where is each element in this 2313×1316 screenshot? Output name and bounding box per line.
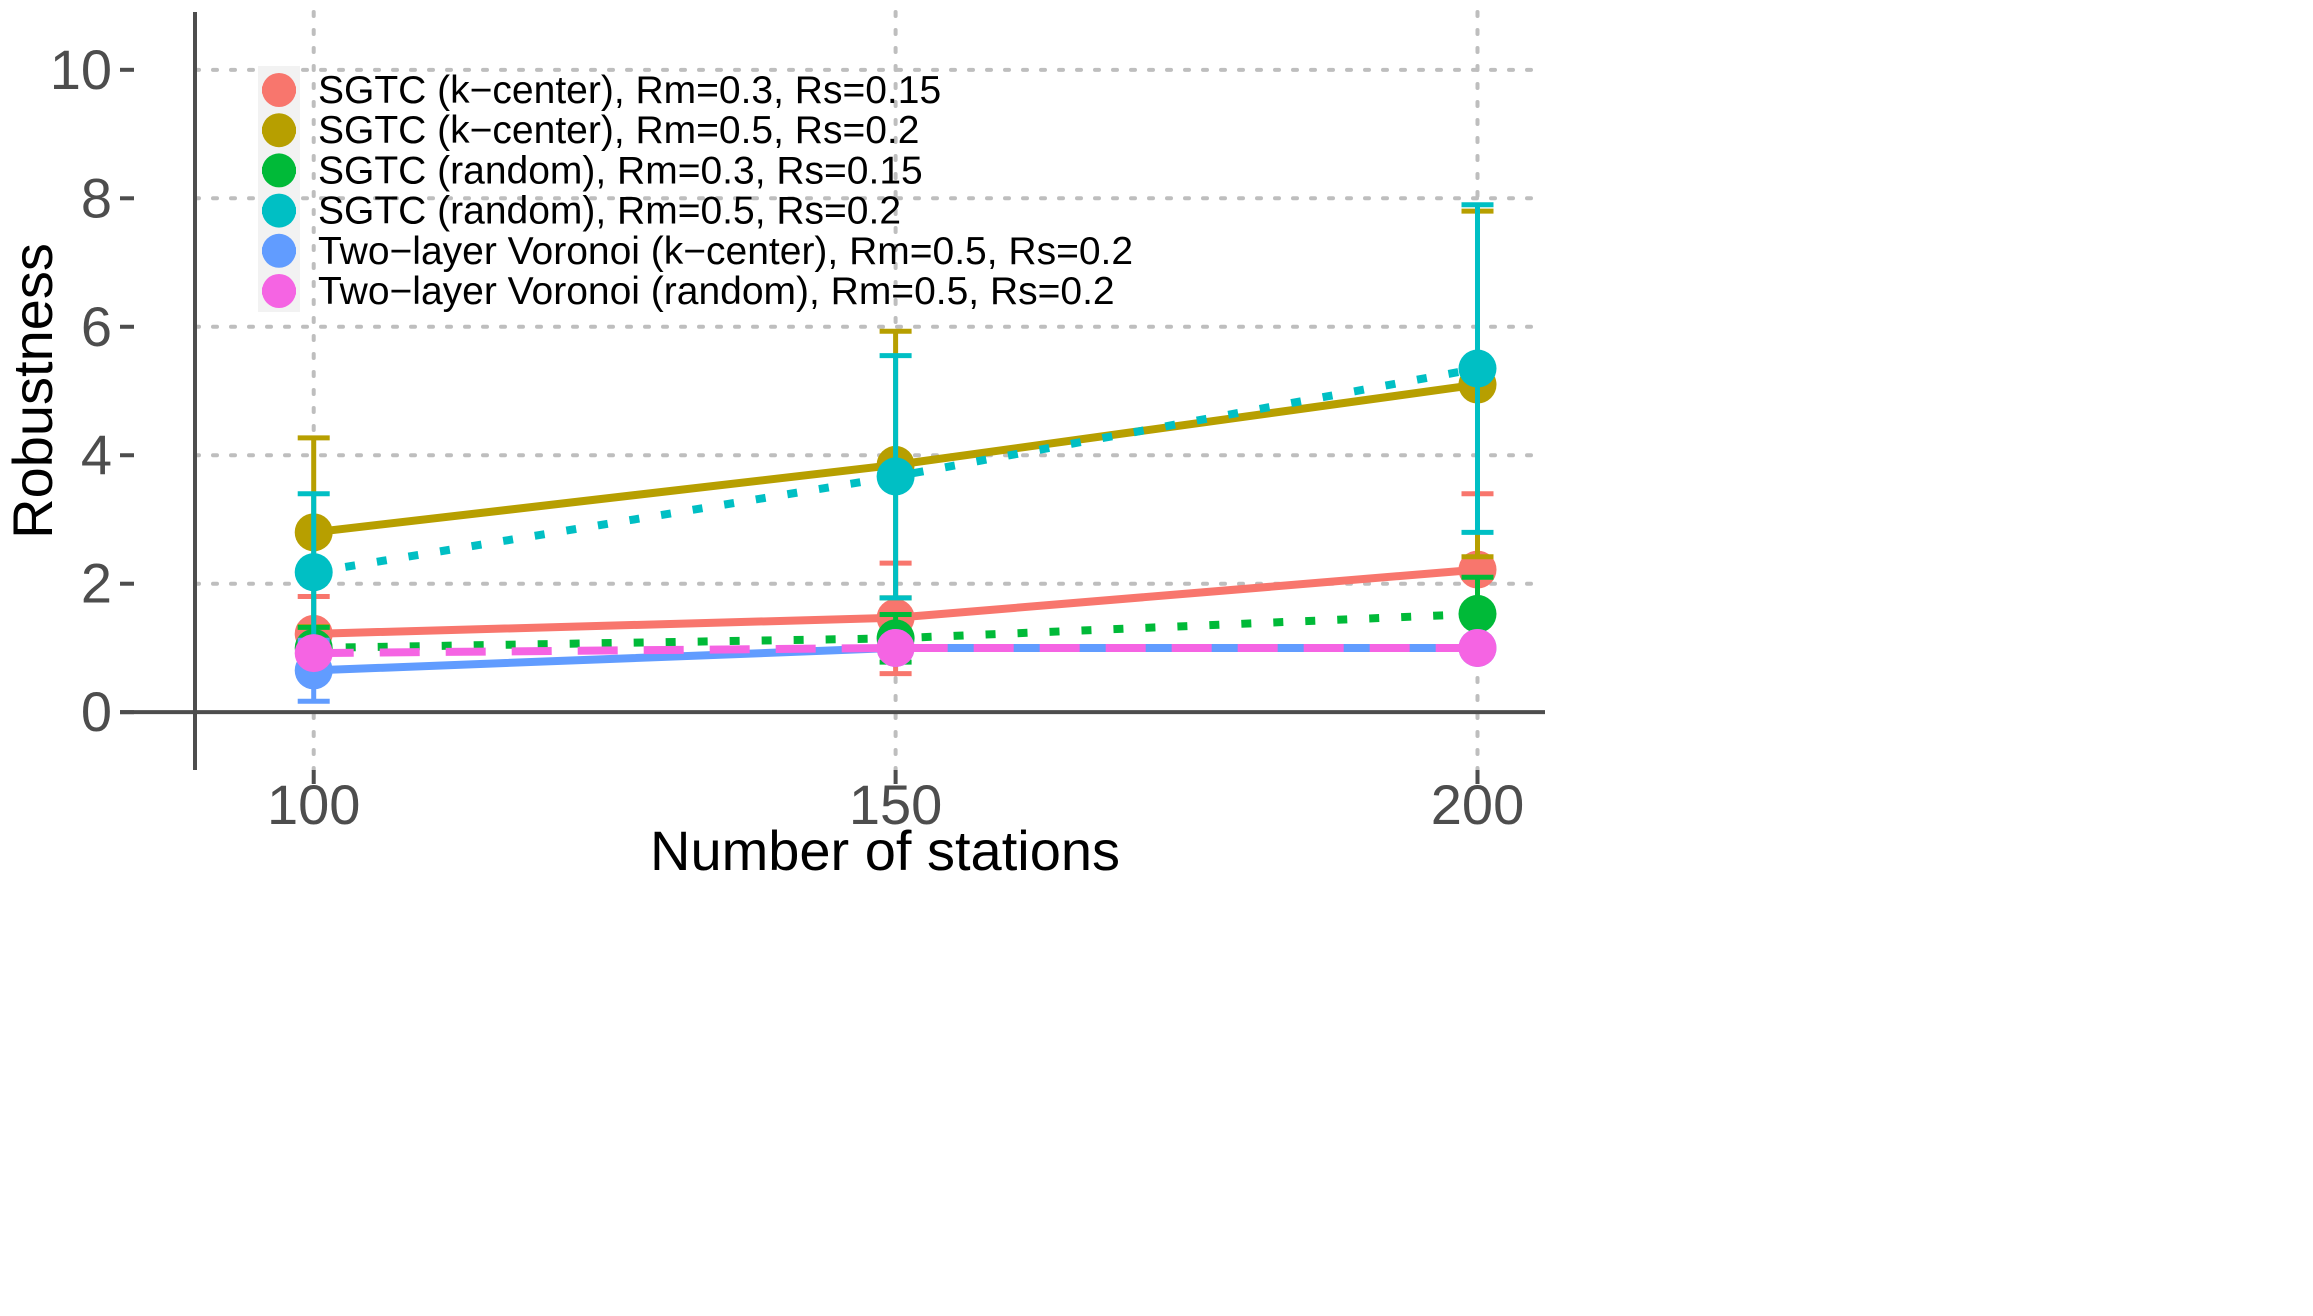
y-tick-label-2: 2 bbox=[81, 552, 112, 615]
legend-label: SGTC (random), Rm=0.5, Rs=0.2 bbox=[318, 190, 901, 233]
y-tick-label-10: 10 bbox=[50, 38, 112, 101]
series-line bbox=[313, 364, 1479, 577]
series-6 bbox=[294, 628, 1497, 673]
axes: 0 2 4 6 8 10 100 150 200 bbox=[50, 12, 1545, 836]
data-point bbox=[1458, 594, 1497, 633]
legend-key-point bbox=[262, 274, 296, 308]
legend-label: SGTC (k−center), Rm=0.3, Rs=0.15 bbox=[318, 69, 941, 112]
x-tick-label-150: 150 bbox=[849, 773, 942, 836]
legend-key-point bbox=[262, 233, 296, 268]
x-axis-title: Number of stations bbox=[650, 819, 1120, 882]
legend-key-point bbox=[262, 153, 296, 188]
legend-entry-2: SGTC (k−center), Rm=0.5, Rs=0.2 bbox=[262, 109, 919, 152]
legend-label: Two−layer Voronoi (random), Rm=0.5, Rs=0… bbox=[318, 270, 1115, 313]
legend-label: SGTC (k−center), Rm=0.5, Rs=0.2 bbox=[318, 109, 919, 152]
data-point bbox=[1458, 349, 1497, 388]
legend-key-point bbox=[262, 193, 296, 228]
y-axis-title: Robustness bbox=[1, 243, 64, 539]
y-tick-label-8: 8 bbox=[81, 166, 112, 229]
data-point bbox=[294, 634, 333, 673]
y-tick-label-6: 6 bbox=[81, 295, 112, 358]
y-tick-label-0: 0 bbox=[81, 680, 112, 743]
legend-key-point bbox=[262, 73, 296, 107]
data-series bbox=[294, 202, 1497, 704]
legend-label: SGTC (random), Rm=0.3, Rs=0.15 bbox=[318, 149, 923, 192]
data-point bbox=[876, 628, 915, 667]
legend-label: Two−layer Voronoi (k−center), Rm=0.5, Rs… bbox=[318, 230, 1133, 273]
x-tick-label-100: 100 bbox=[267, 773, 360, 836]
data-point bbox=[876, 457, 915, 496]
legend-entry-5: Two−layer Voronoi (k−center), Rm=0.5, Rs… bbox=[262, 230, 1133, 273]
y-tick-label-4: 4 bbox=[81, 423, 112, 486]
legend-key-point bbox=[262, 113, 296, 148]
data-point bbox=[294, 553, 333, 592]
legend-entry-4: SGTC (random), Rm=0.5, Rs=0.2 bbox=[262, 190, 901, 233]
legend-entry-6: Two−layer Voronoi (random), Rm=0.5, Rs=0… bbox=[262, 270, 1115, 313]
legend-entry-3: SGTC (random), Rm=0.3, Rs=0.15 bbox=[262, 149, 923, 192]
legend-entry-1: SGTC (k−center), Rm=0.3, Rs=0.15 bbox=[262, 69, 941, 112]
data-point bbox=[1458, 628, 1497, 667]
x-tick-label-200: 200 bbox=[1431, 773, 1524, 836]
